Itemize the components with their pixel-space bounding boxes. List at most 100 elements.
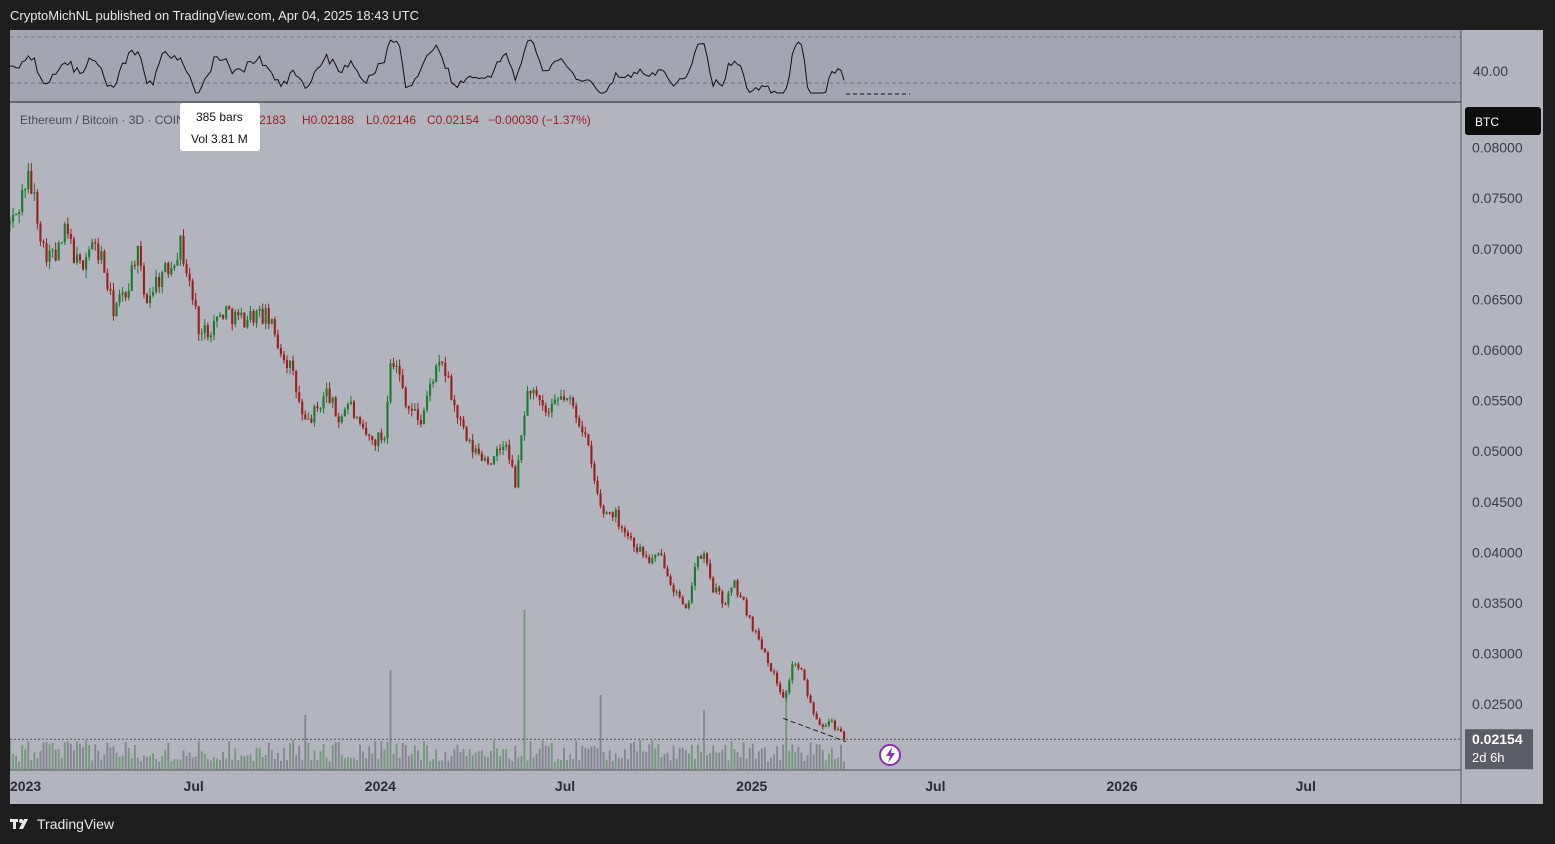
volume-bar: [401, 743, 404, 770]
volume-bar: [821, 749, 824, 770]
volume-bar: [264, 755, 267, 770]
candle-body: [246, 319, 249, 328]
y-tick-label: 0.08000: [1472, 140, 1523, 156]
candle-body: [736, 580, 739, 596]
volume-bar: [273, 758, 276, 770]
volume-bar: [194, 756, 197, 770]
volume-bar: [663, 754, 666, 770]
candle-body: [88, 249, 91, 258]
candle-body: [410, 408, 413, 411]
candle-body: [11, 214, 15, 222]
candle-body: [136, 245, 139, 266]
candle-body: [489, 463, 493, 465]
candle-body: [398, 365, 401, 375]
volume-bar: [109, 747, 112, 770]
volume-bar: [213, 757, 215, 770]
bar-countdown: 2d 6h: [1472, 750, 1505, 765]
candle-body: [599, 493, 602, 506]
volume-bar: [368, 746, 371, 770]
brand[interactable]: TradingView: [10, 816, 114, 832]
volume-bar: [730, 741, 733, 770]
candle-body: [578, 418, 581, 427]
candle-body: [57, 243, 60, 261]
candle-body: [203, 325, 206, 333]
volume-bar: [645, 752, 648, 770]
volume-bar: [544, 745, 547, 770]
volume-bar: [623, 749, 626, 770]
candle-body: [593, 463, 596, 481]
candle-body: [614, 509, 617, 518]
volume-bar: [627, 759, 629, 770]
volume-bar: [794, 751, 797, 770]
volume-bar: [684, 750, 687, 770]
volume-bar: [450, 755, 453, 770]
volume-bar: [736, 752, 739, 770]
candle-body: [234, 311, 237, 325]
volume-bar: [496, 748, 498, 770]
currency-badge[interactable]: [1465, 107, 1541, 135]
candle-body: [441, 361, 444, 364]
candle-body: [724, 603, 727, 605]
volume-bar: [508, 758, 511, 770]
candle-body: [450, 376, 453, 400]
volume-bar: [346, 757, 349, 770]
candle-body: [499, 448, 502, 450]
volume-bar: [757, 751, 760, 770]
candle-body: [97, 243, 100, 260]
volume-bar: [505, 749, 508, 770]
volume-bar: [39, 751, 42, 770]
y-tick-label: 0.05500: [1472, 393, 1523, 409]
candle-body: [642, 546, 645, 556]
candle-body: [66, 223, 69, 234]
volume-bar: [441, 760, 444, 770]
candle-body: [511, 459, 514, 467]
candle-body: [298, 392, 301, 402]
candle-body: [328, 388, 331, 403]
candle-body: [282, 354, 286, 361]
candle-body: [18, 212, 21, 215]
candle-body: [815, 713, 818, 720]
candle-body: [788, 680, 791, 693]
y-tick-label: 0.04500: [1472, 494, 1523, 510]
candle-body: [785, 692, 788, 698]
volume-bar: [413, 745, 416, 770]
candle-body: [340, 416, 343, 423]
candle-body: [608, 512, 611, 514]
candle-body: [462, 419, 465, 427]
volume-bar: [471, 755, 474, 770]
candle-body: [48, 250, 51, 262]
bars-tooltip: [180, 103, 260, 151]
candle-body: [310, 418, 313, 423]
volume-bar: [191, 757, 194, 770]
volume-bar: [76, 741, 78, 770]
candle-body: [751, 616, 754, 631]
candle-body: [575, 405, 578, 419]
volume-bar: [133, 745, 136, 770]
y-axis-ticks: 0.08000 0.07500 0.07000 0.06500 0.06000 0.055…: [1472, 140, 1523, 713]
candle-body: [334, 397, 337, 417]
volume-bar: [112, 746, 115, 770]
volume-bar: [222, 751, 224, 770]
volume-bar: [764, 747, 766, 770]
volume-bar: [639, 740, 642, 770]
candle-body: [337, 416, 340, 423]
volume-bar: [301, 760, 304, 770]
candle-body: [556, 399, 559, 401]
volume-bar: [94, 744, 97, 770]
candle-body: [36, 192, 39, 224]
volume-bar: [152, 753, 154, 770]
volume-bar: [429, 761, 431, 770]
volume-bar: [404, 745, 407, 770]
chart-canvas[interactable]: 40.00 0.08000 0.07500 0.07000 0.06500 0.0600…: [10, 30, 1543, 804]
volume-bar: [532, 757, 535, 770]
candle-body: [547, 412, 550, 414]
candle-body: [30, 170, 33, 194]
volume-bar: [593, 746, 596, 770]
candle-body: [803, 669, 806, 681]
candle-body: [562, 396, 566, 400]
volume-bar: [10, 740, 11, 770]
candle-body: [416, 409, 419, 421]
support-trendline: [783, 717, 847, 743]
volume-bar: [54, 749, 57, 770]
candle-body: [526, 390, 529, 416]
